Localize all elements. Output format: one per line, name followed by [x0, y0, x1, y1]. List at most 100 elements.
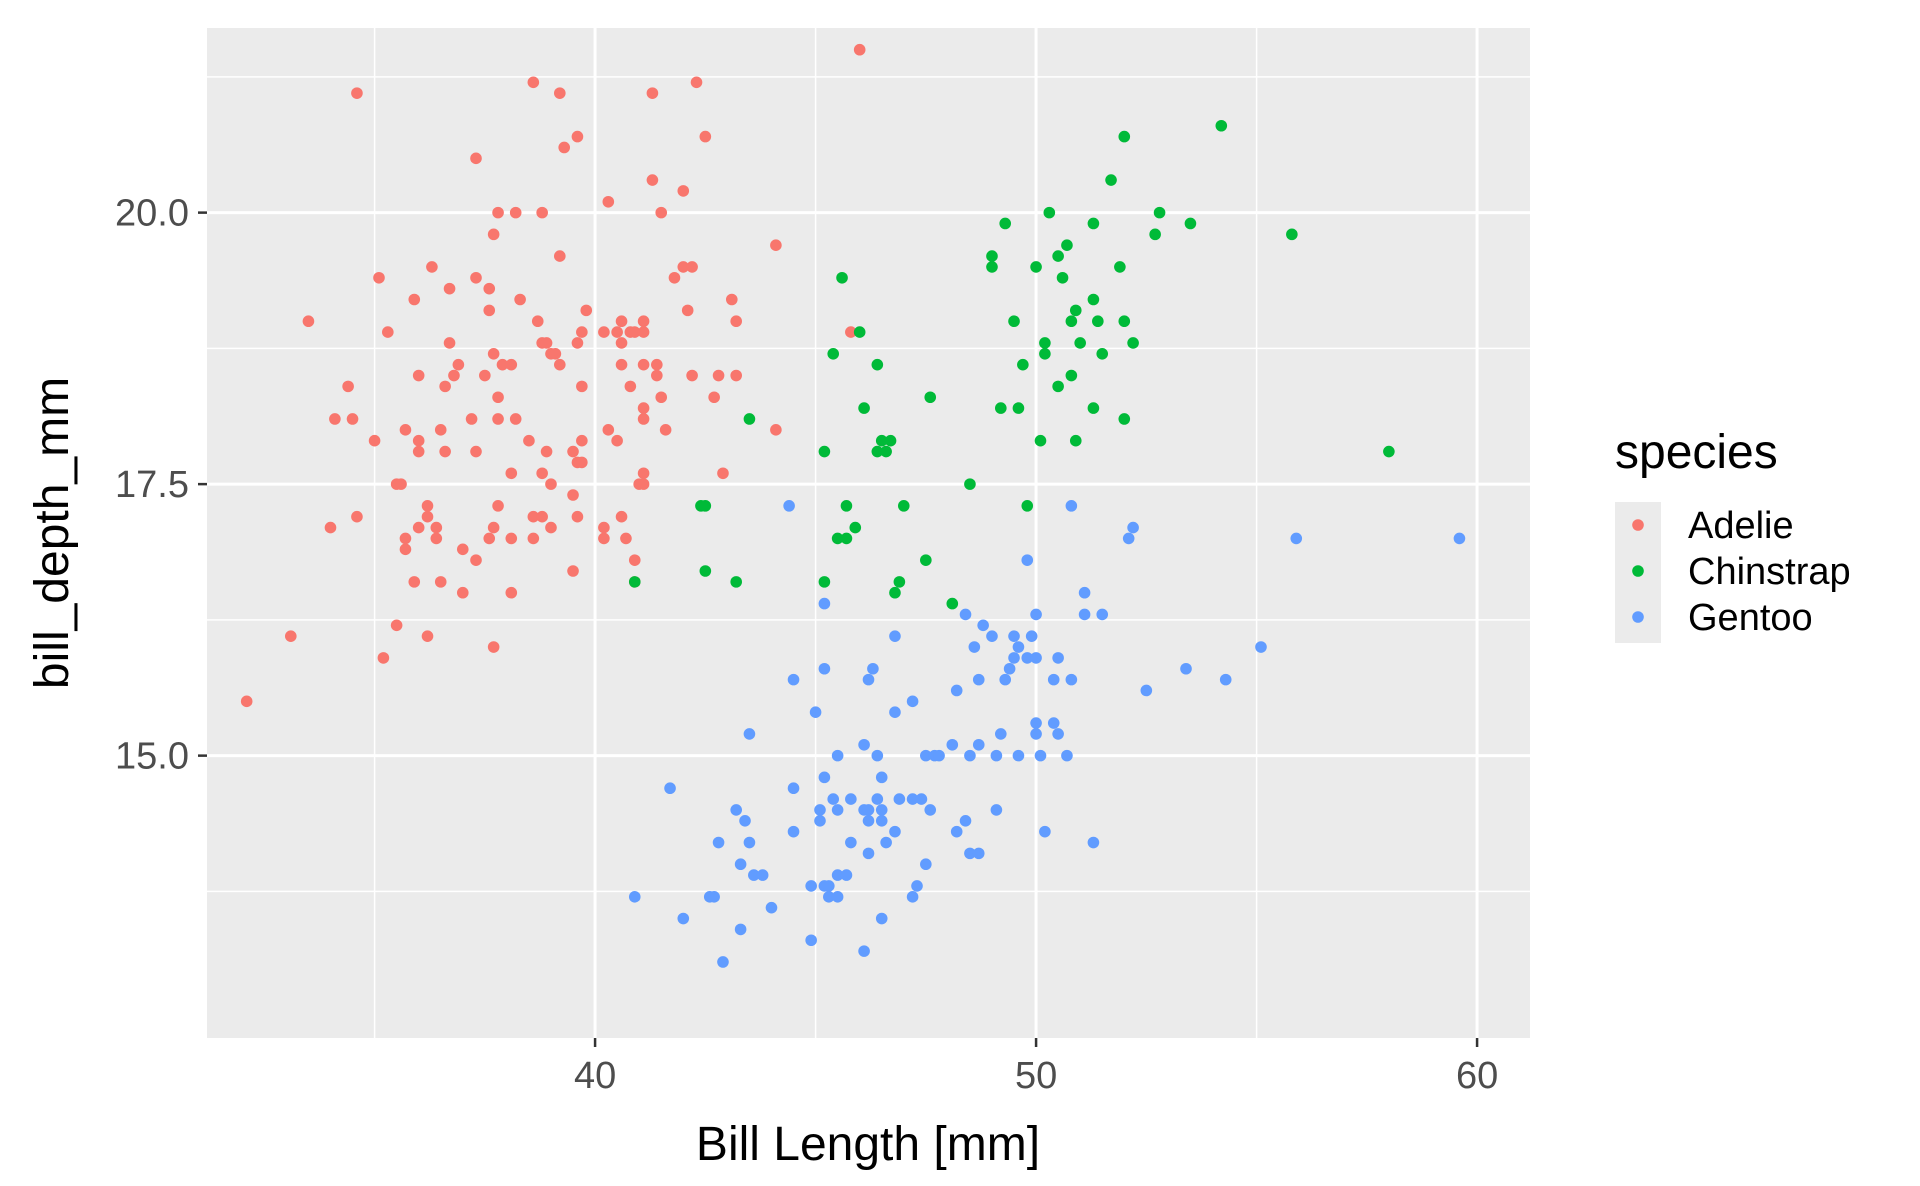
data-point-adelie — [615, 337, 628, 349]
major-gridlines — [207, 28, 1530, 1038]
data-point-gentoo — [1219, 673, 1232, 686]
data-point-adelie — [382, 326, 394, 338]
data-point-chinstrap — [871, 358, 884, 371]
data-point-gentoo — [950, 825, 963, 838]
data-point-adelie — [514, 293, 526, 306]
data-point-gentoo — [1012, 749, 1025, 762]
data-point-gentoo — [783, 500, 795, 512]
data-point-chinstrap — [1127, 337, 1139, 349]
data-point-gentoo — [818, 771, 831, 784]
data-point-adelie — [439, 445, 451, 458]
data-point-adelie — [845, 326, 857, 338]
data-point-chinstrap — [849, 521, 862, 534]
data-point-chinstrap — [893, 576, 906, 588]
data-point-adelie — [470, 152, 482, 165]
data-point-adelie — [408, 293, 421, 306]
data-point-adelie — [536, 206, 548, 219]
data-point-gentoo — [814, 804, 826, 816]
data-point-chinstrap — [1012, 402, 1025, 414]
data-point-gentoo — [712, 836, 725, 849]
data-point-gentoo — [920, 858, 932, 871]
data-point-adelie — [483, 282, 496, 295]
data-point-chinstrap — [743, 413, 756, 425]
data-point-gentoo — [743, 728, 756, 740]
data-point-gentoo — [765, 901, 778, 914]
legend-title: species — [1615, 426, 1778, 479]
data-point-adelie — [554, 358, 566, 371]
data-point-gentoo — [739, 814, 751, 827]
data-point-chinstrap — [875, 434, 888, 447]
data-point-chinstrap — [1069, 304, 1082, 317]
data-point-gentoo — [814, 814, 826, 827]
data-point-adelie — [611, 326, 623, 338]
data-point-gentoo — [1008, 630, 1020, 642]
data-point-gentoo — [1034, 749, 1047, 762]
data-point-adelie — [505, 532, 518, 545]
data-point-adelie — [527, 510, 540, 523]
data-point-adelie — [536, 467, 548, 480]
data-point-chinstrap — [1008, 315, 1020, 328]
data-point-chinstrap — [840, 500, 853, 512]
data-point-adelie — [558, 141, 571, 154]
data-point-gentoo — [1052, 728, 1064, 740]
data-point-adelie — [395, 478, 407, 490]
data-point-gentoo — [977, 619, 989, 632]
legend-key-chinstrap — [1632, 565, 1644, 577]
data-point-gentoo — [911, 880, 923, 892]
data-point-adelie — [730, 315, 742, 328]
data-point-chinstrap — [946, 597, 959, 610]
data-point-adelie — [637, 315, 650, 328]
data-point-adelie — [853, 43, 866, 56]
data-point-gentoo — [787, 825, 800, 838]
data-point-adelie — [479, 369, 491, 382]
data-point-gentoo — [787, 673, 800, 686]
data-point-chinstrap — [1030, 261, 1042, 273]
data-point-gentoo — [1030, 728, 1042, 740]
data-point-adelie — [567, 489, 579, 501]
data-point-adelie — [598, 521, 610, 534]
data-point-gentoo — [1078, 586, 1091, 599]
data-point-adelie — [677, 261, 690, 273]
data-point-chinstrap — [1118, 315, 1131, 328]
data-point-adelie — [470, 554, 482, 566]
data-point-gentoo — [734, 923, 747, 936]
data-point-adelie — [567, 565, 579, 577]
data-point-gentoo — [893, 793, 906, 805]
data-point-chinstrap — [1153, 206, 1166, 219]
data-point-gentoo — [664, 782, 676, 795]
data-point-adelie — [677, 185, 690, 197]
data-point-adelie — [598, 326, 610, 338]
data-point-adelie — [505, 586, 518, 599]
data-point-adelie — [412, 521, 425, 534]
data-point-adelie — [492, 206, 504, 219]
data-point-adelie — [655, 206, 668, 219]
data-point-adelie — [408, 576, 421, 588]
data-point-adelie — [496, 358, 509, 371]
x-tick-label: 60 — [1456, 1055, 1498, 1097]
data-point-adelie — [509, 413, 522, 425]
data-point-chinstrap — [1052, 250, 1064, 262]
data-point-gentoo — [871, 749, 884, 762]
data-point-adelie — [681, 304, 694, 317]
data-point-chinstrap — [1087, 402, 1100, 414]
data-point-gentoo — [920, 749, 932, 762]
data-point-gentoo — [862, 814, 875, 827]
data-point-gentoo — [1453, 532, 1466, 545]
data-point-adelie — [329, 413, 341, 425]
data-point-gentoo — [995, 728, 1007, 740]
data-point-adelie — [373, 271, 385, 284]
data-point-chinstrap — [1092, 315, 1104, 328]
data-point-gentoo — [950, 684, 963, 697]
data-point-gentoo — [1021, 554, 1034, 566]
x-tick-label: 50 — [1015, 1055, 1057, 1097]
data-point-adelie — [505, 467, 518, 480]
data-point-gentoo — [1140, 684, 1153, 697]
data-point-gentoo — [840, 869, 853, 881]
data-point-gentoo — [959, 608, 972, 621]
data-point-adelie — [637, 358, 650, 371]
data-point-gentoo — [906, 695, 919, 708]
data-point-chinstrap — [1052, 380, 1064, 393]
data-point-adelie — [554, 87, 566, 99]
